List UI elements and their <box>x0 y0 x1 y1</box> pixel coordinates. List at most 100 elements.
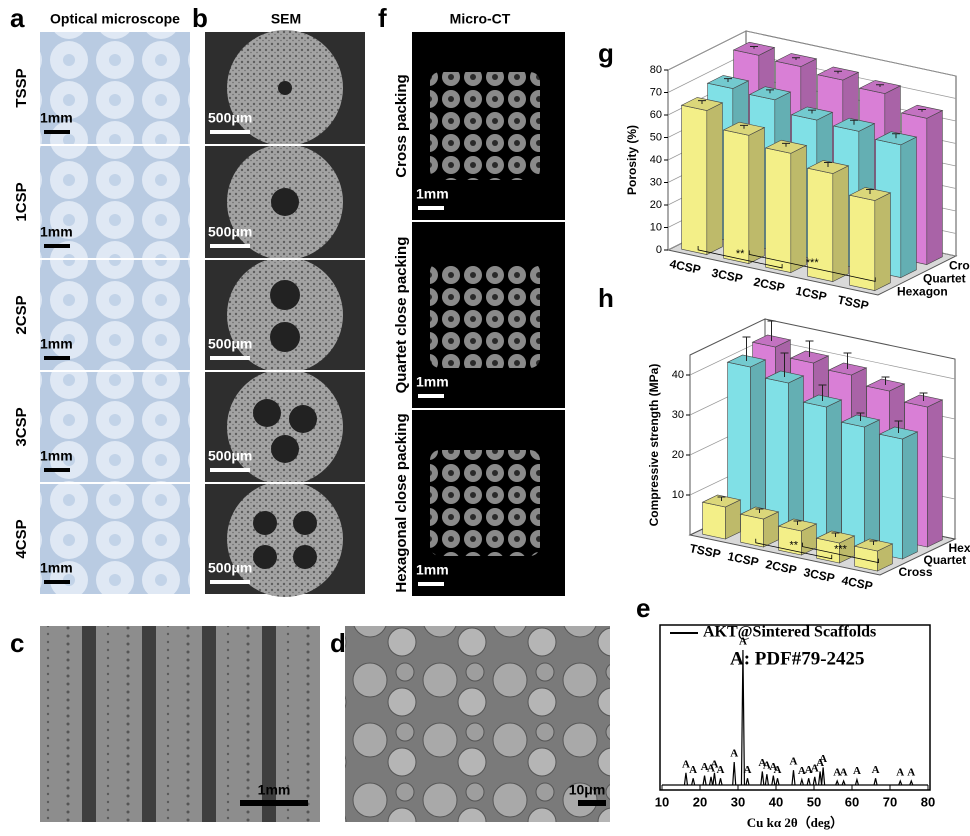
diffraction-peak <box>719 778 722 785</box>
ct-render <box>430 72 540 180</box>
x-tick-label: 1CSP <box>726 549 760 569</box>
row-label: 3CSP <box>13 407 30 446</box>
peak-label: A <box>689 764 697 776</box>
scale-bar <box>240 800 308 806</box>
x-tick-label: 4CSP <box>668 257 702 277</box>
row-label: Quartet close packing <box>393 237 410 394</box>
panel-label: b <box>192 3 208 33</box>
row-label: 1CSP <box>13 182 30 221</box>
x-tick-label: 70 <box>883 794 897 809</box>
scale-bar <box>44 580 70 584</box>
peak-label: A <box>819 753 827 765</box>
y-tick-label: 80 <box>650 64 662 76</box>
optical-image <box>40 484 190 594</box>
sem-pore <box>293 545 317 569</box>
peak-label: A <box>896 766 904 778</box>
y-tick-label: 20 <box>650 199 662 211</box>
series-label: Cross <box>899 565 933 579</box>
x-tick-label: TSSP <box>836 293 870 313</box>
panel-label: a <box>10 3 25 33</box>
scale-bar <box>210 356 250 360</box>
scale-bar <box>210 130 250 134</box>
optical-image <box>40 146 190 258</box>
scale-bar <box>44 468 70 472</box>
bar-front <box>741 514 764 547</box>
bar-front <box>766 148 791 273</box>
y-axis-label: Porosity (%) <box>625 125 639 195</box>
peak-label: A <box>717 764 725 776</box>
sem-strut <box>227 257 343 373</box>
sem-pore <box>270 280 300 310</box>
bar-front <box>880 434 903 559</box>
bar-side <box>901 137 917 278</box>
ct-render <box>430 262 540 368</box>
panel-label: f <box>378 3 387 33</box>
diffraction-peak <box>800 780 803 785</box>
x-tick-label: 50 <box>807 794 821 809</box>
scale-label: 1mm <box>40 560 73 576</box>
scale-label: 10μm <box>569 782 606 798</box>
diffraction-peak <box>813 777 816 785</box>
scale-bar <box>44 244 70 248</box>
x-tick-label: 10 <box>655 794 669 809</box>
sem-pore <box>253 545 277 569</box>
x-tick-label: 30 <box>731 794 745 809</box>
ct-render <box>430 450 540 556</box>
row-label: TSSP <box>13 68 30 107</box>
panel-title: Optical microscope <box>50 11 180 27</box>
row-label: 4CSP <box>13 519 30 558</box>
scale-label: 1mm <box>40 448 73 464</box>
diffraction-peak <box>842 781 845 785</box>
scale-label: 500μm <box>208 336 252 352</box>
panel-title: Micro-CT <box>450 11 511 27</box>
optical-image <box>40 32 190 144</box>
series-label: Quartet <box>923 272 966 286</box>
series-label: Cross <box>949 259 970 273</box>
diffraction-peak <box>776 778 779 785</box>
scale-bar <box>210 244 250 248</box>
diffraction-peak <box>733 762 736 785</box>
bar-side <box>707 103 723 255</box>
scale-label: 500μm <box>208 110 252 126</box>
bar-front <box>850 195 875 290</box>
scale-bar <box>210 580 250 584</box>
sem-strut <box>227 481 343 597</box>
diffraction-peak <box>792 770 795 785</box>
scale-bar <box>418 582 444 586</box>
sem-pore <box>278 81 292 95</box>
y-tick-label: 30 <box>650 176 662 188</box>
scale-label: 1mm <box>416 374 449 390</box>
panel-label: g <box>598 38 614 68</box>
peak-label: A <box>730 748 738 760</box>
y-tick-label: 20 <box>672 449 684 461</box>
bar-side <box>875 193 891 291</box>
y-tick-label: 60 <box>650 109 662 121</box>
scale-label: 1mm <box>416 186 449 202</box>
y-axis-label: Compressive strength (MPa) <box>647 364 661 527</box>
optical-image <box>40 372 190 482</box>
scale-label: 1mm <box>40 336 73 352</box>
scale-label: 1mm <box>258 782 291 798</box>
y-tick-label: 70 <box>650 86 662 98</box>
x-tick-label: 20 <box>693 794 707 809</box>
diffraction-peak <box>836 781 839 785</box>
diffraction-peak <box>822 767 825 785</box>
diffraction-peak <box>899 781 902 785</box>
panel-title: SEM <box>271 11 301 27</box>
scale-label: 1mm <box>40 224 73 240</box>
x-tick-label: 40 <box>769 794 783 809</box>
bar-side <box>750 360 765 527</box>
peak-label: A <box>853 765 861 777</box>
diffraction-peak <box>772 776 775 785</box>
bar-front <box>682 105 707 254</box>
peak-label: A <box>872 764 880 776</box>
x-tick-label: 4CSP <box>840 573 874 593</box>
bar-front <box>842 422 865 551</box>
bar-side <box>826 400 841 543</box>
scale-label: 500μm <box>208 224 252 240</box>
y-tick-label: 10 <box>672 489 684 501</box>
significance-label: ** <box>736 248 745 260</box>
significance-label: *** <box>834 544 848 556</box>
x-axis-label: Cu kα 2θ（deg） <box>747 815 843 830</box>
panel-gap <box>190 32 205 596</box>
